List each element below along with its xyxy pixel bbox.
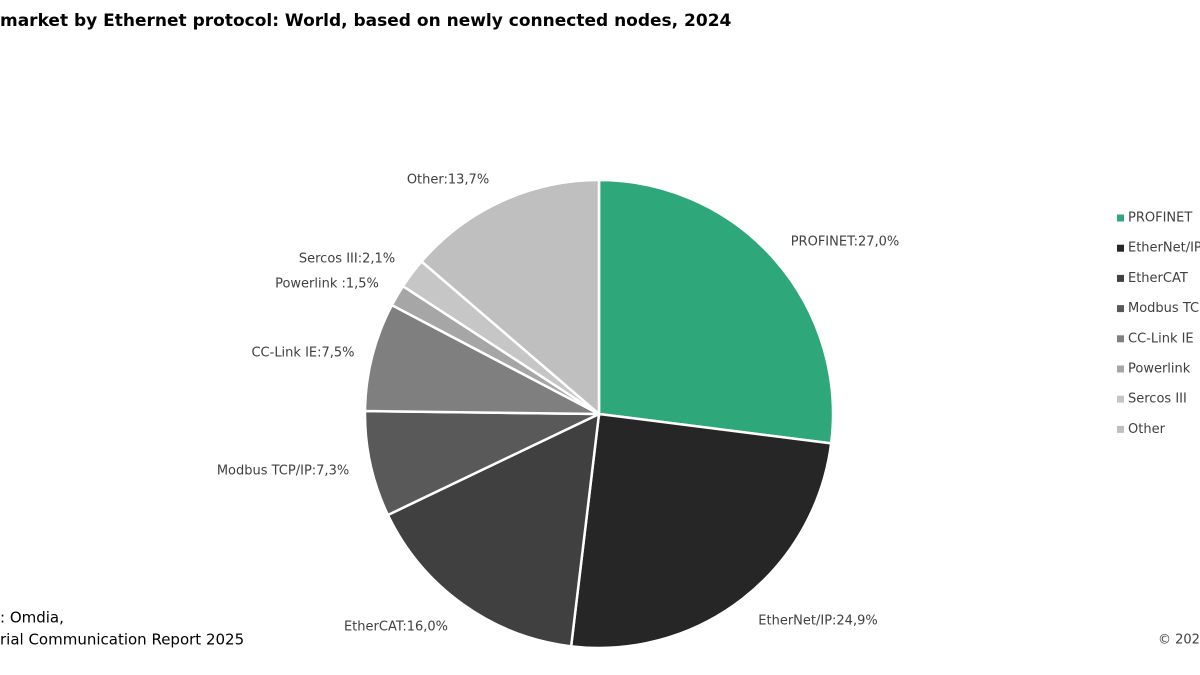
data-label: EtherNet/IP:24,9% xyxy=(758,614,877,629)
data-label: Modbus TCP/IP:7,3% xyxy=(217,464,349,479)
data-label: Other:13,7% xyxy=(407,173,489,188)
legend-swatch xyxy=(1117,335,1124,343)
legend-swatch xyxy=(1117,214,1124,222)
pie-slice xyxy=(419,178,601,417)
data-label: CC-Link IE:7,5% xyxy=(251,346,354,361)
legend-swatch xyxy=(1117,395,1124,403)
data-label: PROFINET:27,0% xyxy=(791,235,900,250)
legend-swatch xyxy=(1117,274,1124,282)
data-label: EtherCAT:16,0% xyxy=(344,620,448,635)
legend-swatch xyxy=(1117,425,1124,433)
data-label: Powerlink :1,5% xyxy=(275,277,379,292)
pie-slice xyxy=(363,409,600,517)
source-line: rial Communication Report 2025 xyxy=(0,631,244,649)
copyright: © 2025 xyxy=(1158,633,1200,648)
legend-label: Other xyxy=(1128,422,1166,437)
pie-slice xyxy=(363,303,600,416)
legend-label: Sercos III xyxy=(1128,392,1187,407)
legend-label: CC-Link IE xyxy=(1128,331,1194,346)
source-line: : Omdia, xyxy=(0,609,64,627)
legend-label: Powerlink xyxy=(1128,362,1191,377)
pie-slice xyxy=(386,411,601,648)
legend-swatch xyxy=(1117,305,1124,313)
pie-slice xyxy=(569,412,833,650)
legend-swatch xyxy=(1117,365,1124,373)
data-label: Sercos III:2,1% xyxy=(299,252,395,267)
chart-title: market by Ethernet protocol: World, base… xyxy=(0,11,732,31)
pie-slice xyxy=(597,178,835,445)
legend-label: Modbus TCP/IP xyxy=(1128,301,1200,316)
legend-label: EtherCAT xyxy=(1128,271,1188,286)
legend-swatch xyxy=(1117,244,1124,252)
legend-label: PROFINET xyxy=(1128,211,1192,226)
legend-label: EtherNet/IP xyxy=(1128,241,1200,256)
